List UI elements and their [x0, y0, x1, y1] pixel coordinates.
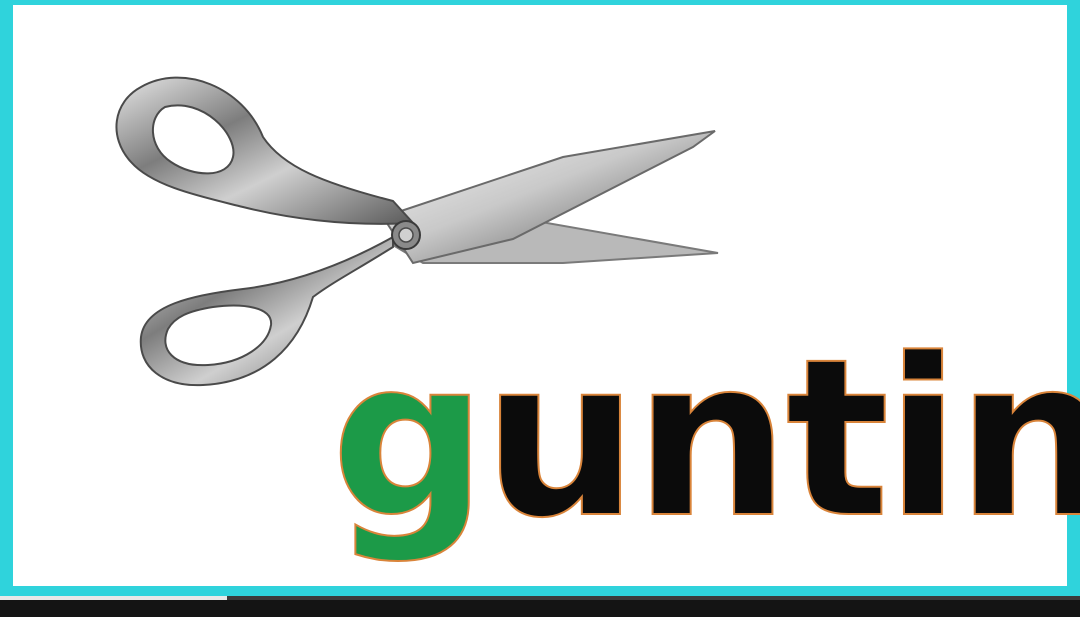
scissors-icon [115, 76, 719, 387]
video-controls-bar [0, 596, 1080, 617]
word-rest-letters: unting [482, 312, 1080, 567]
flashcard: gunting [13, 5, 1080, 586]
progress-track[interactable] [0, 596, 1080, 600]
slide-frame: gunting [0, 0, 1080, 596]
word-first-letter: g [330, 312, 488, 567]
progress-fill [0, 596, 227, 600]
word-label: gunting [330, 305, 1080, 575]
